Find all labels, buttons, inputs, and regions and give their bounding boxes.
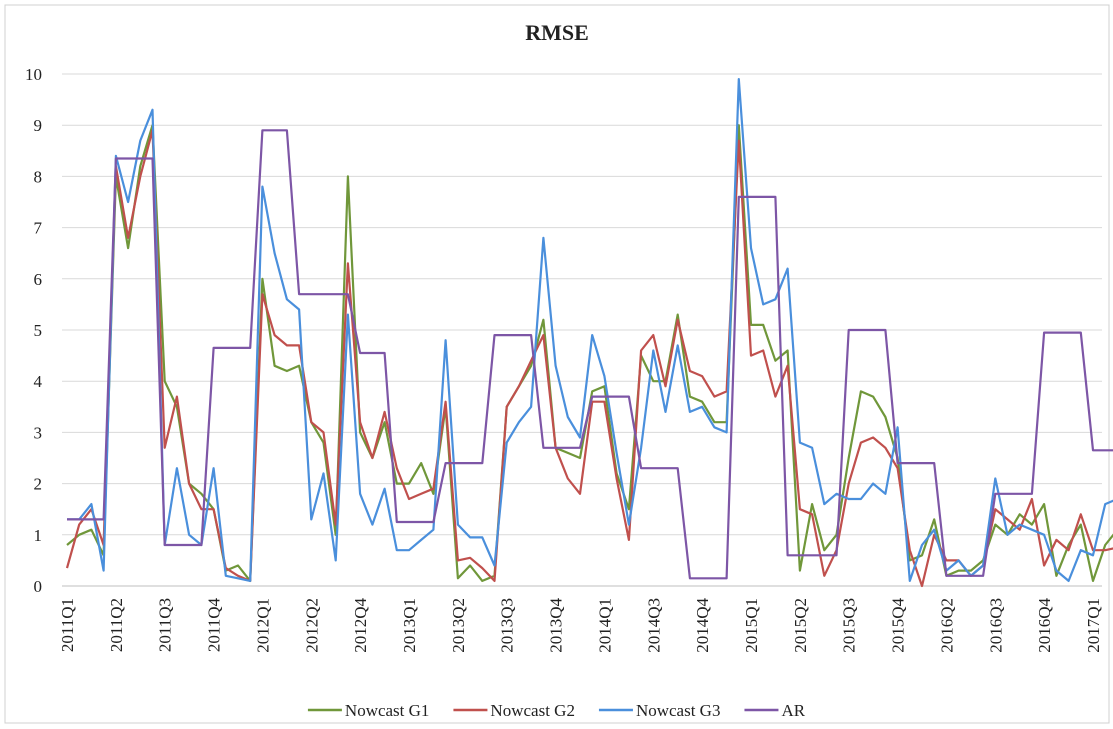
x-tick-label: 2017Q1 [1084, 598, 1103, 653]
x-tick-label: 2012Q4 [351, 598, 370, 653]
x-tick-label: 2016Q2 [937, 598, 956, 653]
x-tick-label: 2015Q1 [742, 598, 761, 653]
y-tick-label: 3 [34, 423, 43, 442]
chart-title: RMSE [525, 20, 589, 45]
legend-label: AR [781, 701, 805, 720]
x-tick-label: 2015Q4 [889, 598, 908, 653]
x-tick-label: 2012Q2 [302, 598, 321, 653]
series-line [67, 78, 1113, 582]
x-tick-label: 2011Q2 [107, 598, 126, 652]
series-line [65, 129, 1113, 588]
series-line [66, 124, 1113, 582]
series-line [67, 129, 1113, 580]
x-tick-label: 2014Q3 [644, 598, 663, 653]
x-tick-label: 2012Q1 [253, 598, 272, 653]
legend-label: Nowcast G1 [345, 701, 430, 720]
y-tick-label: 0 [34, 577, 43, 596]
x-tick-label: 2013Q3 [498, 598, 517, 653]
x-tick-label: 2013Q4 [547, 598, 566, 653]
x-tick-label: 2016Q3 [986, 598, 1005, 653]
x-tick-label: 2011Q3 [156, 598, 175, 652]
legend: Nowcast G1 Nowcast G2 Nowcast G3 AR [307, 701, 806, 720]
x-tick-label: 2014Q1 [595, 598, 614, 653]
y-tick-label: 2 [34, 475, 43, 494]
x-tick-label: 2011Q4 [205, 598, 224, 653]
chart-frame [4, 4, 1110, 724]
x-tick-label: 2015Q3 [840, 598, 859, 653]
y-tick-label: 6 [34, 270, 43, 289]
y-tick-label: 5 [34, 321, 43, 340]
y-tick-label: 10 [25, 65, 42, 84]
x-tick-label: 2013Q2 [449, 598, 468, 653]
legend-label: Nowcast G2 [490, 701, 575, 720]
y-tick-label: 4 [34, 372, 43, 391]
y-tick-label: 8 [34, 167, 43, 186]
y-tick-label: 7 [34, 219, 43, 238]
y-tick-label: 9 [34, 116, 43, 135]
x-tick-label: 2011Q1 [58, 598, 77, 652]
y-tick-label: 1 [34, 526, 43, 545]
x-tick-label: 2014Q4 [693, 598, 712, 653]
legend-label: Nowcast G3 [636, 701, 721, 720]
x-tick-label: 2013Q1 [400, 598, 419, 653]
x-tick-label: 2016Q4 [1035, 598, 1054, 653]
x-tick-label: 2015Q2 [791, 598, 810, 653]
